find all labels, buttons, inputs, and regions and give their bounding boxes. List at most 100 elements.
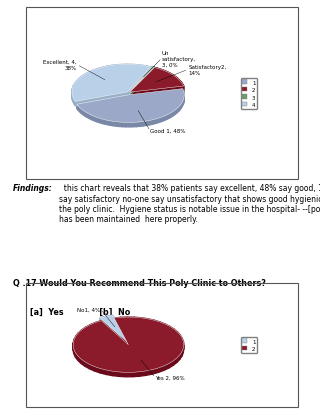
Polygon shape <box>77 90 184 123</box>
Polygon shape <box>133 372 140 377</box>
Polygon shape <box>73 317 184 373</box>
Polygon shape <box>143 122 146 127</box>
Polygon shape <box>169 361 173 368</box>
Polygon shape <box>157 69 158 74</box>
Polygon shape <box>119 123 123 127</box>
Polygon shape <box>113 371 119 377</box>
Polygon shape <box>90 323 96 329</box>
Polygon shape <box>77 95 129 109</box>
Polygon shape <box>127 65 130 69</box>
Polygon shape <box>106 121 109 126</box>
Polygon shape <box>158 366 164 373</box>
Text: Good 1, 48%: Good 1, 48% <box>150 129 185 134</box>
Polygon shape <box>103 120 106 125</box>
Polygon shape <box>160 322 165 329</box>
Polygon shape <box>117 65 119 70</box>
Polygon shape <box>125 65 127 69</box>
Polygon shape <box>79 78 81 83</box>
Polygon shape <box>95 69 97 75</box>
Polygon shape <box>148 67 151 72</box>
Polygon shape <box>183 91 184 97</box>
Polygon shape <box>163 71 164 76</box>
Polygon shape <box>78 79 79 85</box>
Polygon shape <box>135 65 138 70</box>
Polygon shape <box>182 349 183 356</box>
Polygon shape <box>129 123 133 128</box>
Polygon shape <box>170 327 174 334</box>
Polygon shape <box>177 78 178 83</box>
Polygon shape <box>100 318 127 347</box>
Polygon shape <box>173 111 175 116</box>
Polygon shape <box>75 93 127 107</box>
Polygon shape <box>95 117 97 123</box>
Text: No1, 4%: No1, 4% <box>77 307 100 312</box>
Polygon shape <box>76 81 77 87</box>
Polygon shape <box>77 80 78 86</box>
Polygon shape <box>130 87 184 97</box>
Polygon shape <box>182 101 183 107</box>
Polygon shape <box>129 90 183 100</box>
Polygon shape <box>123 123 126 128</box>
Polygon shape <box>74 84 75 90</box>
Polygon shape <box>96 321 101 327</box>
Polygon shape <box>107 66 109 71</box>
Polygon shape <box>149 121 152 126</box>
Polygon shape <box>143 66 146 71</box>
Polygon shape <box>138 66 141 70</box>
Polygon shape <box>86 325 90 332</box>
Polygon shape <box>77 105 78 111</box>
Polygon shape <box>174 329 178 337</box>
Polygon shape <box>156 119 158 124</box>
Polygon shape <box>113 316 127 347</box>
Polygon shape <box>78 330 82 337</box>
Polygon shape <box>114 66 117 70</box>
Polygon shape <box>165 72 166 76</box>
Polygon shape <box>116 122 119 127</box>
Polygon shape <box>92 116 95 122</box>
Polygon shape <box>178 79 179 84</box>
Text: Yes 2, 96%: Yes 2, 96% <box>155 375 185 380</box>
Polygon shape <box>73 339 74 347</box>
Polygon shape <box>140 371 146 376</box>
Polygon shape <box>85 362 89 369</box>
Legend: 1, 2: 1, 2 <box>241 337 257 353</box>
Polygon shape <box>146 121 149 126</box>
Polygon shape <box>101 321 128 349</box>
Polygon shape <box>100 316 127 342</box>
Polygon shape <box>158 118 161 123</box>
Polygon shape <box>161 70 162 75</box>
Polygon shape <box>87 73 89 78</box>
Polygon shape <box>97 118 100 123</box>
Text: Un
satisfactory,
3, 0%: Un satisfactory, 3, 0% <box>162 51 196 67</box>
Polygon shape <box>162 71 163 75</box>
Polygon shape <box>170 74 171 78</box>
Polygon shape <box>146 370 152 375</box>
Polygon shape <box>126 123 129 128</box>
Polygon shape <box>73 85 74 91</box>
Polygon shape <box>164 71 165 76</box>
Polygon shape <box>114 318 121 323</box>
Polygon shape <box>74 336 76 344</box>
Polygon shape <box>76 353 78 361</box>
Polygon shape <box>72 65 151 102</box>
Polygon shape <box>181 103 182 109</box>
Polygon shape <box>73 346 74 354</box>
Polygon shape <box>159 69 160 74</box>
Polygon shape <box>90 115 92 121</box>
Polygon shape <box>109 121 113 126</box>
Polygon shape <box>119 372 126 377</box>
Polygon shape <box>175 77 176 82</box>
Polygon shape <box>106 370 113 376</box>
Text: [a]  Yes             [b]  No: [a] Yes [b] No <box>19 306 130 316</box>
Polygon shape <box>134 318 141 323</box>
Polygon shape <box>183 100 184 106</box>
Polygon shape <box>93 70 95 76</box>
Text: Excellent, 4,
38%: Excellent, 4, 38% <box>43 60 77 71</box>
Polygon shape <box>173 358 177 366</box>
Polygon shape <box>109 66 112 71</box>
Polygon shape <box>113 122 116 127</box>
Polygon shape <box>182 339 183 346</box>
Polygon shape <box>172 75 173 80</box>
Legend: 1, 2, 3, 4: 1, 2, 3, 4 <box>241 78 257 109</box>
Polygon shape <box>80 108 81 114</box>
